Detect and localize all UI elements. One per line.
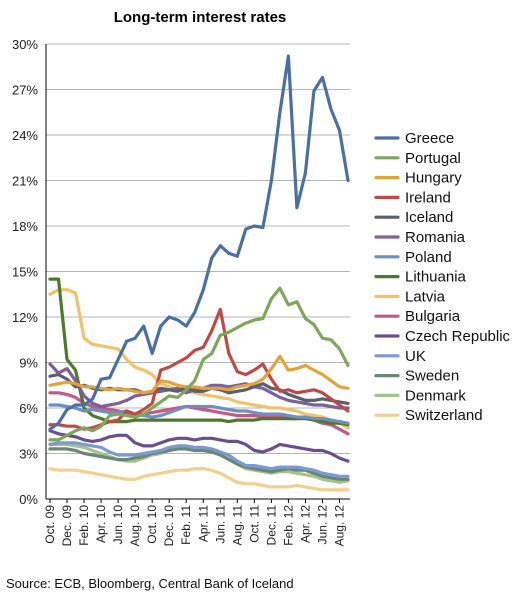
series-lines [48,54,350,492]
x-tick-label: Dec. 09 [60,505,74,547]
x-tick-label: Oct. 09 [43,505,57,544]
x-tick-label: Feb. 12 [281,505,295,546]
x-tick-label: Oct. 11 [247,505,261,543]
legend-label: Sweden [405,368,459,385]
series-line-czech-republic [48,429,350,463]
y-tick-label: 24% [12,128,38,143]
series-line-sweden [48,447,350,481]
series-line-greece [48,54,350,431]
y-tick-label: 3% [19,447,38,462]
x-tick-label: Apr. 11 [196,505,210,542]
y-tick-label: 9% [19,356,38,371]
legend-label: Hungary [405,170,462,187]
legend-label: Ireland [405,189,451,206]
chart-title: Long-term interest rates [114,9,287,26]
legend-label: Romania [405,229,466,246]
legend-label: Switzerland [405,407,483,424]
legend-label: Poland [405,249,452,266]
x-tick-label: Dec. 11 [264,505,278,546]
series-line-uk [48,441,350,478]
x-axis-tick-labels: Oct. 09 Dec. 09 Feb. 10 Apr. 10 Jun. 10 Aug. … [43,499,346,546]
x-tick-label: Apr. 12 [298,505,312,543]
x-tick-label: Apr. 10 [94,505,108,543]
legend-label: Lithuania [405,269,467,286]
legend-label: Czech Republic [405,328,511,345]
x-tick-label: Feb. 11 [179,505,193,545]
y-axis-tick-labels: 0% 3% 6% 9% 12% 15% 18% 21% 24% 27% 30% [12,37,38,507]
legend-label: Denmark [405,387,466,404]
x-tick-label: Jun. 11 [213,505,227,544]
x-tick-label: Dec. 10 [162,505,176,547]
y-tick-label: 0% [19,492,38,507]
y-tick-label: 12% [12,310,38,325]
x-tick-label: Aug. 11 [230,505,244,546]
y-tick-label: 27% [12,83,38,98]
series-line-switzerland [48,467,350,492]
legend: Greece Portugal Hungary Ireland Iceland Roman… [374,130,511,424]
y-tick-label: 30% [12,37,38,52]
y-tick-label: 21% [12,174,38,189]
legend-label: Latvia [405,288,446,305]
x-tick-label: Aug. 12 [332,505,346,547]
y-tick-label: 6% [19,401,38,416]
y-tick-label: 15% [12,265,38,280]
legend-label: Greece [405,130,454,147]
series-line-portugal [48,286,350,442]
x-tick-label: Feb. 10 [77,505,91,546]
series-line-latvia [48,288,350,430]
legend-label: Iceland [405,209,453,226]
y-tick-label: 18% [12,219,38,234]
legend-label: Portugal [405,150,461,167]
legend-label: UK [405,348,426,365]
x-tick-label: Jun. 10 [111,505,125,545]
x-tick-label: Aug. 10 [128,505,142,547]
source-note: Source: ECB, Bloomberg, Central Bank of … [6,576,294,591]
x-tick-label: Oct. 10 [145,505,159,544]
series-line-poland [48,403,350,425]
series-line-hungary [48,354,350,395]
x-tick-label: Jun. 12 [315,505,329,545]
legend-label: Bulgaria [405,308,461,325]
